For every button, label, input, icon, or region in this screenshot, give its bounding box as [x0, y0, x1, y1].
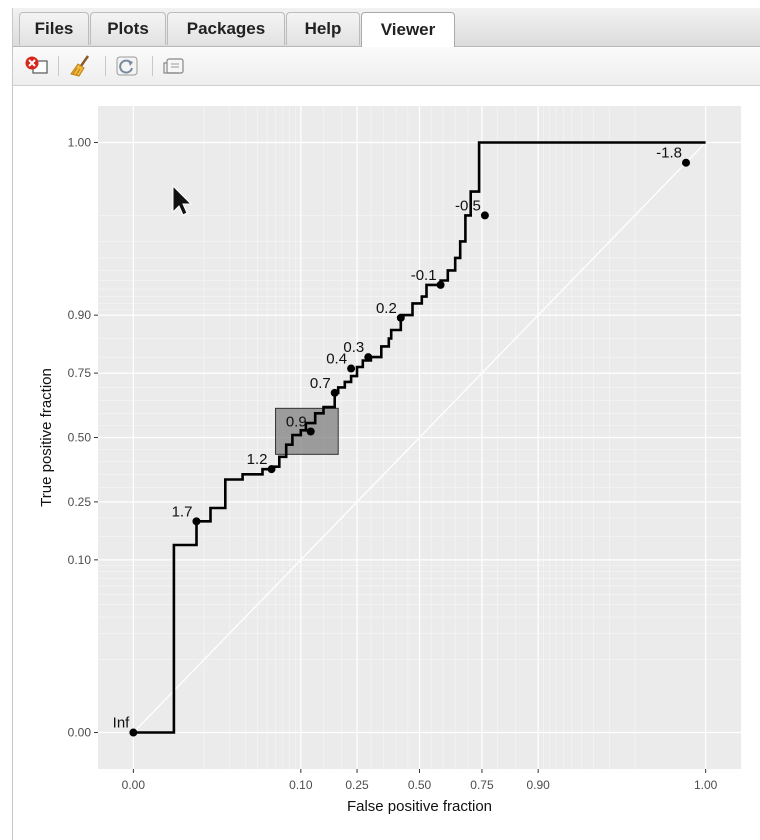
cutoff-point: [436, 280, 445, 289]
refresh-icon: [116, 56, 138, 76]
roc-curve: [133, 141, 706, 734]
x-axis-ticks: 0.00 0.10 0.25 0.50 0.75 0.90 1.00: [122, 769, 718, 792]
refresh-button[interactable]: [113, 53, 141, 79]
reference-diagonal: [132, 142, 707, 733]
mouse-cursor-icon: [172, 184, 193, 216]
cutoff-label: 0.9: [286, 414, 307, 431]
cutoff-label: 1.2: [247, 451, 268, 468]
viewer-pane: Files Plots Packages Help Viewer: [12, 8, 760, 840]
cutoff-label: -1.8: [656, 145, 682, 162]
y-axis-ticks: 0.00 0.10 0.25 0.50 0.75 0.90 1.00: [68, 135, 98, 740]
y-tick-label: 0.50: [68, 431, 92, 445]
y-tick-label: 1.00: [68, 135, 92, 149]
y-tick-label: 0.75: [68, 366, 92, 380]
cutoff-point: [681, 158, 690, 167]
tab-packages[interactable]: Packages: [167, 12, 285, 45]
x-tick-label: 0.00: [122, 778, 146, 792]
export-icon: [163, 58, 184, 74]
pane-tab-bar: Files Plots Packages Help Viewer: [13, 8, 760, 47]
y-tick-label: 0.25: [68, 495, 92, 509]
cutoff-label: 0.4: [326, 351, 347, 368]
export-button[interactable]: [161, 53, 189, 79]
cutoff-point: [480, 211, 489, 220]
cutoff-label: 0.2: [376, 300, 397, 317]
x-tick-label: 0.75: [470, 778, 494, 792]
cutoff-point: [192, 517, 201, 526]
cutoff-point: [347, 364, 356, 373]
tab-plots[interactable]: Plots: [90, 12, 166, 45]
tab-files[interactable]: Files: [19, 12, 89, 45]
tab-viewer[interactable]: Viewer: [361, 12, 455, 47]
cutoff-point: [330, 388, 339, 397]
y-tick-label: 0.90: [68, 308, 92, 322]
tab-help[interactable]: Help: [286, 12, 360, 45]
clear-all-button[interactable]: [67, 53, 95, 79]
x-tick-label: 0.10: [289, 778, 313, 792]
cutoff-point: [129, 728, 138, 737]
cutoff-label: 1.7: [172, 503, 193, 520]
x-tick-label: 0.90: [526, 778, 550, 792]
cutoff-label: 0.7: [310, 375, 331, 392]
roc-plot: Inf 1.7 1.2 0.9 0.7 0.40.3 0.2 -0.1 -0.5 -1.8 0.0…: [38, 106, 741, 815]
x-axis-title: False positive fraction: [347, 798, 492, 815]
clear-broom-icon: [70, 55, 90, 77]
cutoff-label: 0.3: [343, 339, 364, 356]
y-tick-label: 0.10: [68, 553, 92, 567]
y-axis-title: True positive fraction: [38, 368, 55, 507]
cutoff-points: [129, 158, 690, 737]
viewer-content: Inf 1.7 1.2 0.9 0.7 0.4 0.3 0.2 -0.1 -0.5 -1.8 0.0…: [13, 86, 760, 840]
viewer-toolbar: [13, 47, 760, 86]
remove-viewer-icon: [25, 56, 48, 74]
toolbar-separator: [58, 56, 59, 76]
cutoff-labels: Inf 1.7 1.2 0.9 0.7 0.40.3 0.2 -0.1 -0.5 -1.8: [113, 145, 682, 732]
x-tick-label: 0.50: [408, 778, 432, 792]
cutoff-label: -0.1: [411, 267, 437, 284]
cutoff-point: [396, 313, 405, 322]
cutoff-label: Inf: [113, 715, 131, 732]
cutoff-point: [267, 465, 276, 474]
toolbar-separator: [152, 56, 153, 76]
remove-viewer-button[interactable]: [23, 53, 51, 79]
grid-major: [98, 106, 741, 769]
cutoff-point: [364, 353, 373, 362]
toolbar-separator: [105, 56, 106, 76]
cutoff-point: [306, 427, 315, 436]
x-tick-label: 1.00: [694, 778, 718, 792]
x-tick-label: 0.25: [345, 778, 369, 792]
cutoff-label: -0.5: [455, 197, 481, 214]
y-tick-label: 0.00: [68, 726, 92, 740]
